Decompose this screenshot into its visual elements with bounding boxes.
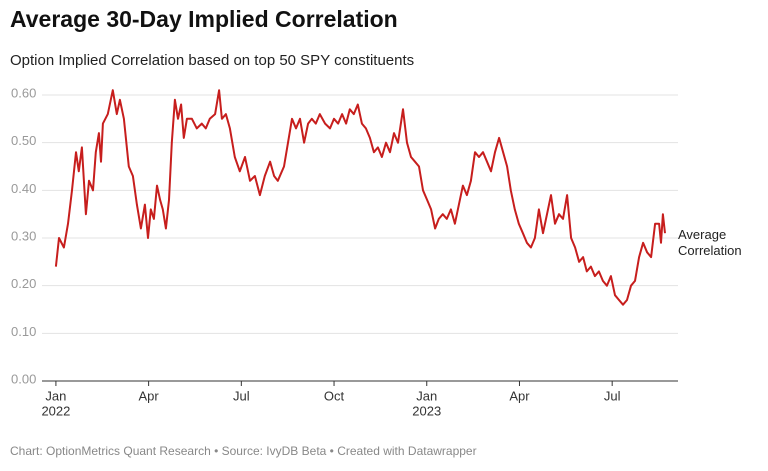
chart-subtitle: Option Implied Correlation based on top … [10, 52, 415, 69]
x-tick-label: Jan [45, 388, 66, 403]
y-tick-label: 0.40 [11, 181, 36, 196]
line [54, 89, 666, 306]
y-tick-label: 0.60 [11, 85, 36, 100]
y-tick-label: 0.20 [11, 276, 36, 291]
y-tick-label: 0.10 [11, 324, 36, 339]
y-tick-label: 0.30 [11, 228, 36, 243]
chart-title: Average 30-Day Implied Correlation [10, 6, 398, 32]
x-tick-label: Apr [139, 388, 160, 403]
chart-source: Chart: OptionMetrics Quant Research • So… [10, 444, 477, 458]
x-tick-label: Jan [416, 388, 437, 403]
x-year-label: 2022 [41, 403, 70, 418]
x-tick-label: Oct [324, 388, 345, 403]
x-year-label: 2023 [412, 403, 441, 418]
x-tick-label: Apr [509, 388, 530, 403]
y-tick-label: 0.00 [11, 371, 36, 386]
x-tick-label: Jul [233, 388, 250, 403]
series-label: Average Correlation [678, 227, 742, 258]
y-tick-label: 0.50 [11, 133, 36, 148]
x-tick-label: Jul [604, 388, 621, 403]
